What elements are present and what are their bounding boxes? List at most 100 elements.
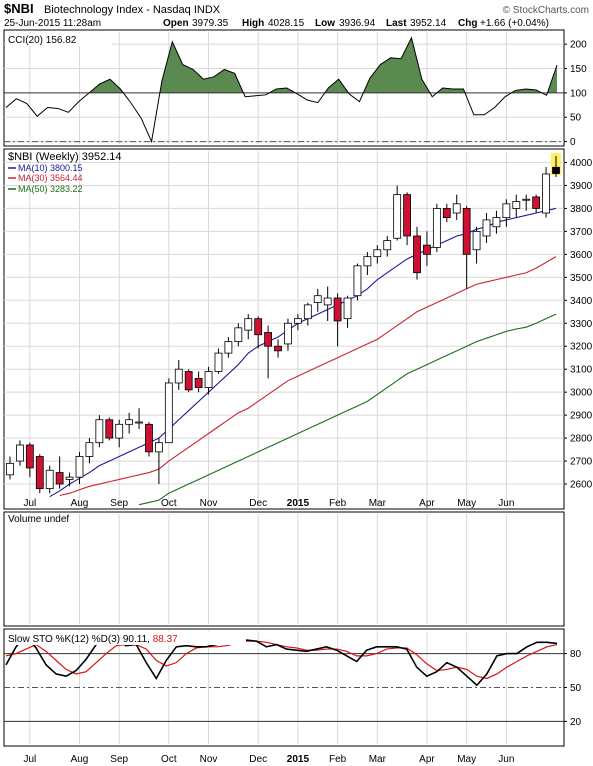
candle (254, 316, 263, 349)
candle-body (413, 235, 421, 274)
x-tick-label: Jul (23, 754, 36, 765)
sto-y-ticks: 20 50 80 (564, 649, 582, 728)
chart-header: $NBI Biotechnology Index - Nasdaq INDX ©… (4, 1, 589, 29)
candle-body (343, 297, 352, 320)
candle (145, 422, 153, 457)
candle-body (194, 377, 203, 388)
x-tick-label: Mar (369, 754, 387, 765)
candle (432, 203, 441, 253)
candle-body (363, 256, 372, 267)
candle-body (442, 208, 451, 219)
candle-body (502, 203, 511, 219)
candle-body (55, 472, 64, 485)
candle (522, 194, 531, 211)
x-tick-label: 2015 (287, 754, 310, 765)
candle-body (383, 240, 392, 251)
ma10-legend: MA(10) 3800.15 (18, 163, 83, 173)
x-tick-label: Dec (249, 498, 267, 509)
candle (313, 288, 322, 312)
candle-body (145, 423, 153, 453)
last-label: Last (386, 18, 407, 29)
candle (95, 415, 104, 448)
price-x-ticks: Jul Aug Sep Oct Nov Dec 2015 Feb Mar Apr May Jun (23, 498, 514, 509)
y-tick-label: 2900 (570, 411, 593, 422)
candle-body (204, 371, 213, 388)
candle-body (135, 421, 143, 424)
low-value: 3936.94 (339, 18, 376, 29)
sto-legend-label: Slow STO %K(12) %D(3) 90.11, (8, 634, 150, 645)
candle (6, 456, 14, 480)
candle-body (155, 442, 163, 453)
y-tick-label: 3100 (570, 365, 593, 376)
sto-legend: Slow STO %K(12) %D(3) 90.11, 88.37 (8, 634, 178, 645)
candle-body (85, 442, 94, 457)
moving-averages (49, 207, 557, 506)
y-tick-label: 2700 (570, 457, 593, 468)
candle-body (492, 217, 501, 228)
cci-panel: 0 50 100 150 200 CCI(20) 156.82 (3, 29, 587, 148)
x-tick-label: May (457, 754, 476, 765)
x-tick-label: Oct (161, 754, 177, 765)
candle (413, 226, 421, 280)
y-tick-label: 50 (570, 683, 582, 694)
open-label: Open (163, 18, 189, 29)
candle (532, 194, 541, 214)
y-tick-label: 3300 (570, 319, 593, 330)
y-tick-label: 0 (570, 137, 576, 148)
y-tick-label: 4000 (570, 158, 593, 169)
candle (85, 438, 94, 464)
sto-grid (4, 631, 564, 744)
y-tick-label: 3400 (570, 296, 593, 307)
ma50-line (138, 313, 557, 506)
candle (234, 323, 243, 347)
x-tick-label: Jul (23, 498, 36, 509)
candle-body (214, 352, 223, 372)
ma10-line (49, 207, 557, 498)
x-tick-label: Sep (110, 754, 128, 765)
cci-area (159, 41, 244, 93)
cci-legend-bg (6, 33, 112, 46)
volume-legend: Volume undef (8, 514, 69, 525)
candles (6, 156, 560, 494)
candle (502, 199, 511, 227)
candle (482, 213, 491, 243)
candle-body (65, 476, 74, 480)
candle-body (35, 456, 44, 490)
x-tick-label: May (457, 498, 476, 509)
x-tick-label: Feb (329, 754, 347, 765)
candle-body (353, 265, 362, 297)
candle (244, 314, 253, 340)
candle (135, 408, 143, 429)
candle (343, 295, 352, 328)
candle-body (323, 297, 332, 306)
x-tick-label: Feb (329, 498, 347, 509)
x-tick-label: Jun (498, 754, 514, 765)
symbol-text: $NBI (4, 1, 34, 16)
candle (115, 419, 124, 448)
high-value: 4028.15 (268, 18, 305, 29)
sto-legend-bg (6, 632, 246, 645)
x-tick-label: Dec (249, 754, 267, 765)
candle (35, 454, 44, 494)
x-tick-label: Mar (369, 498, 387, 509)
candle-body (373, 249, 382, 258)
cci-legend: CCI(20) 156.82 (8, 35, 77, 46)
candle-body (423, 244, 431, 255)
candle (45, 465, 54, 494)
candle-body (274, 345, 282, 352)
date-text: 25-Jun-2015 11:28am (4, 18, 101, 29)
candle (184, 369, 193, 393)
candle-body (403, 194, 411, 237)
y-tick-label: 150 (570, 64, 587, 75)
candle-body (95, 419, 104, 444)
candle (194, 371, 203, 393)
candle (55, 456, 64, 489)
candle-body (333, 297, 342, 322)
bottom-x-ticks: Jul Aug Sep Oct Nov Dec 2015 Feb Mar Apr May Jun (23, 754, 514, 765)
candle-body (75, 456, 84, 478)
candle-body (532, 196, 541, 209)
x-tick-label: Nov (200, 498, 218, 509)
candle-body (234, 327, 243, 343)
y-tick-label: 50 (570, 113, 582, 124)
candle (65, 472, 74, 487)
